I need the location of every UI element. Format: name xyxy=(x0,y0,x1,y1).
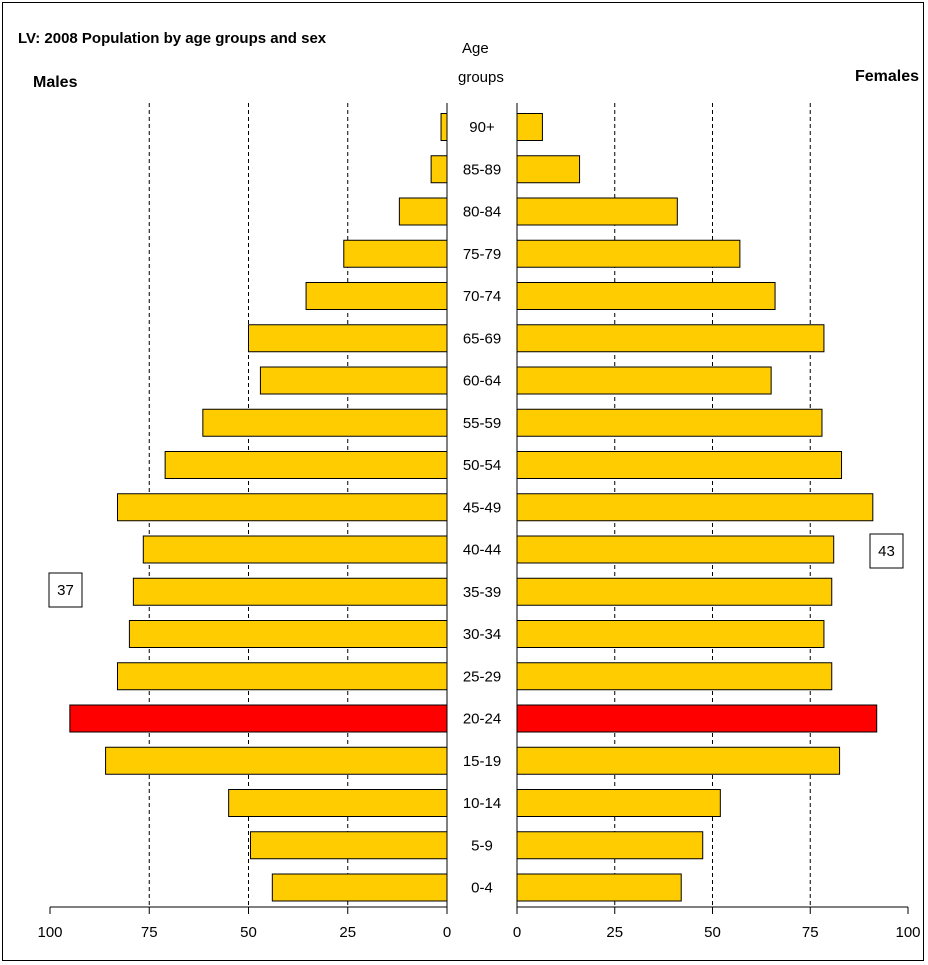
bar-female-40-44 xyxy=(516,535,835,564)
age-group-label-45-49: 45-49 xyxy=(463,499,501,516)
age-group-label-35-39: 35-39 xyxy=(463,584,501,601)
age-group-label-10-14: 10-14 xyxy=(463,795,501,812)
tick-label-female-0: 0 xyxy=(513,924,521,941)
females-label: Females xyxy=(855,68,919,85)
age-group-label-25-29: 25-29 xyxy=(463,668,501,685)
annotations: 37 43 xyxy=(48,533,904,608)
axes: 100 75 50 25 0 0 25 50 75 100 xyxy=(37,103,921,941)
bar-female-70-74 xyxy=(516,282,776,310)
bar-male-5-9 xyxy=(249,831,448,860)
bar-female-10-14 xyxy=(516,789,721,817)
age-group-label-15-19: 15-19 xyxy=(463,753,501,770)
age-group-label-80-84: 80-84 xyxy=(463,204,501,221)
bar-male-85-89 xyxy=(430,155,448,184)
age-group-label-5-9: 5-9 xyxy=(471,837,493,854)
tick-label-male-75: 75 xyxy=(141,924,158,941)
bars xyxy=(69,113,878,902)
bar-male-60-64 xyxy=(259,366,448,395)
bar-female-50-54 xyxy=(516,451,843,479)
bar-male-0-4 xyxy=(271,873,448,902)
tick-label-female-100: 100 xyxy=(895,924,920,941)
tick-label-male-100: 100 xyxy=(37,924,62,941)
bar-male-20-24 xyxy=(69,704,448,733)
bar-female-0-4 xyxy=(516,873,682,902)
bar-male-80-84 xyxy=(398,197,448,226)
bar-male-15-19 xyxy=(105,746,448,775)
bar-male-75-79 xyxy=(343,239,448,268)
bar-male-30-34 xyxy=(128,620,448,648)
age-group-label-30-34: 30-34 xyxy=(463,626,501,643)
bar-male-25-29 xyxy=(116,662,448,691)
bar-female-45-49 xyxy=(516,493,874,522)
age-header-line1: Age xyxy=(462,40,489,57)
bar-female-60-64 xyxy=(516,366,772,395)
age-group-label-90+: 90+ xyxy=(469,119,495,136)
tick-label-male-25: 25 xyxy=(339,924,356,941)
bar-female-90+ xyxy=(516,113,543,141)
annotation-box-left xyxy=(48,572,83,608)
bar-female-65-69 xyxy=(516,324,825,353)
age-group-label-60-64: 60-64 xyxy=(463,373,501,390)
bar-female-85-89 xyxy=(516,155,581,184)
bar-female-55-59 xyxy=(516,408,823,437)
bar-female-20-24 xyxy=(516,704,878,733)
age-group-label-40-44: 40-44 xyxy=(463,542,501,559)
bar-female-25-29 xyxy=(516,662,833,691)
population-pyramid-chart: LV: 2008 Population by age groups and se… xyxy=(18,30,921,941)
bar-male-55-59 xyxy=(202,408,448,437)
annotation-label-right: 43 xyxy=(878,543,895,560)
tick-label-female-75: 75 xyxy=(802,924,819,941)
bar-male-50-54 xyxy=(164,451,448,479)
age-group-label-85-89: 85-89 xyxy=(463,161,501,178)
age-group-label-0-4: 0-4 xyxy=(471,880,493,897)
age-group-label-70-74: 70-74 xyxy=(463,288,501,305)
bar-male-40-44 xyxy=(142,535,448,564)
annotation-box-right xyxy=(869,533,904,569)
tick-label-female-50: 50 xyxy=(704,924,721,941)
males-label: Males xyxy=(33,74,78,91)
bar-male-35-39 xyxy=(132,577,448,606)
bar-male-90+ xyxy=(440,113,448,141)
tick-label-female-25: 25 xyxy=(606,924,623,941)
age-group-label-55-59: 55-59 xyxy=(463,415,501,432)
bar-male-70-74 xyxy=(305,282,448,310)
annotation-label-left: 37 xyxy=(57,582,74,599)
bar-male-65-69 xyxy=(248,324,448,353)
tick-label-male-0: 0 xyxy=(443,924,451,941)
bar-female-80-84 xyxy=(516,197,678,226)
bar-female-15-19 xyxy=(516,746,841,775)
bar-female-35-39 xyxy=(516,577,833,606)
age-group-label-75-79: 75-79 xyxy=(463,246,501,263)
age-header-line2: groups xyxy=(458,69,504,86)
chart-title: LV: 2008 Population by age groups and se… xyxy=(18,30,327,47)
bar-female-5-9 xyxy=(516,831,704,860)
age-group-label-65-69: 65-69 xyxy=(463,330,501,347)
age-group-label-20-24: 20-24 xyxy=(463,711,501,728)
bar-male-10-14 xyxy=(228,789,448,817)
age-group-label-50-54: 50-54 xyxy=(463,457,501,474)
age-group-labels: 90+ 85-89 80-84 75-79 70-74 65-69 60-64 55-59 50… xyxy=(463,119,501,897)
bar-male-45-49 xyxy=(116,493,448,522)
tick-label-male-50: 50 xyxy=(240,924,257,941)
bar-female-30-34 xyxy=(516,620,825,648)
bar-female-75-79 xyxy=(516,239,741,268)
